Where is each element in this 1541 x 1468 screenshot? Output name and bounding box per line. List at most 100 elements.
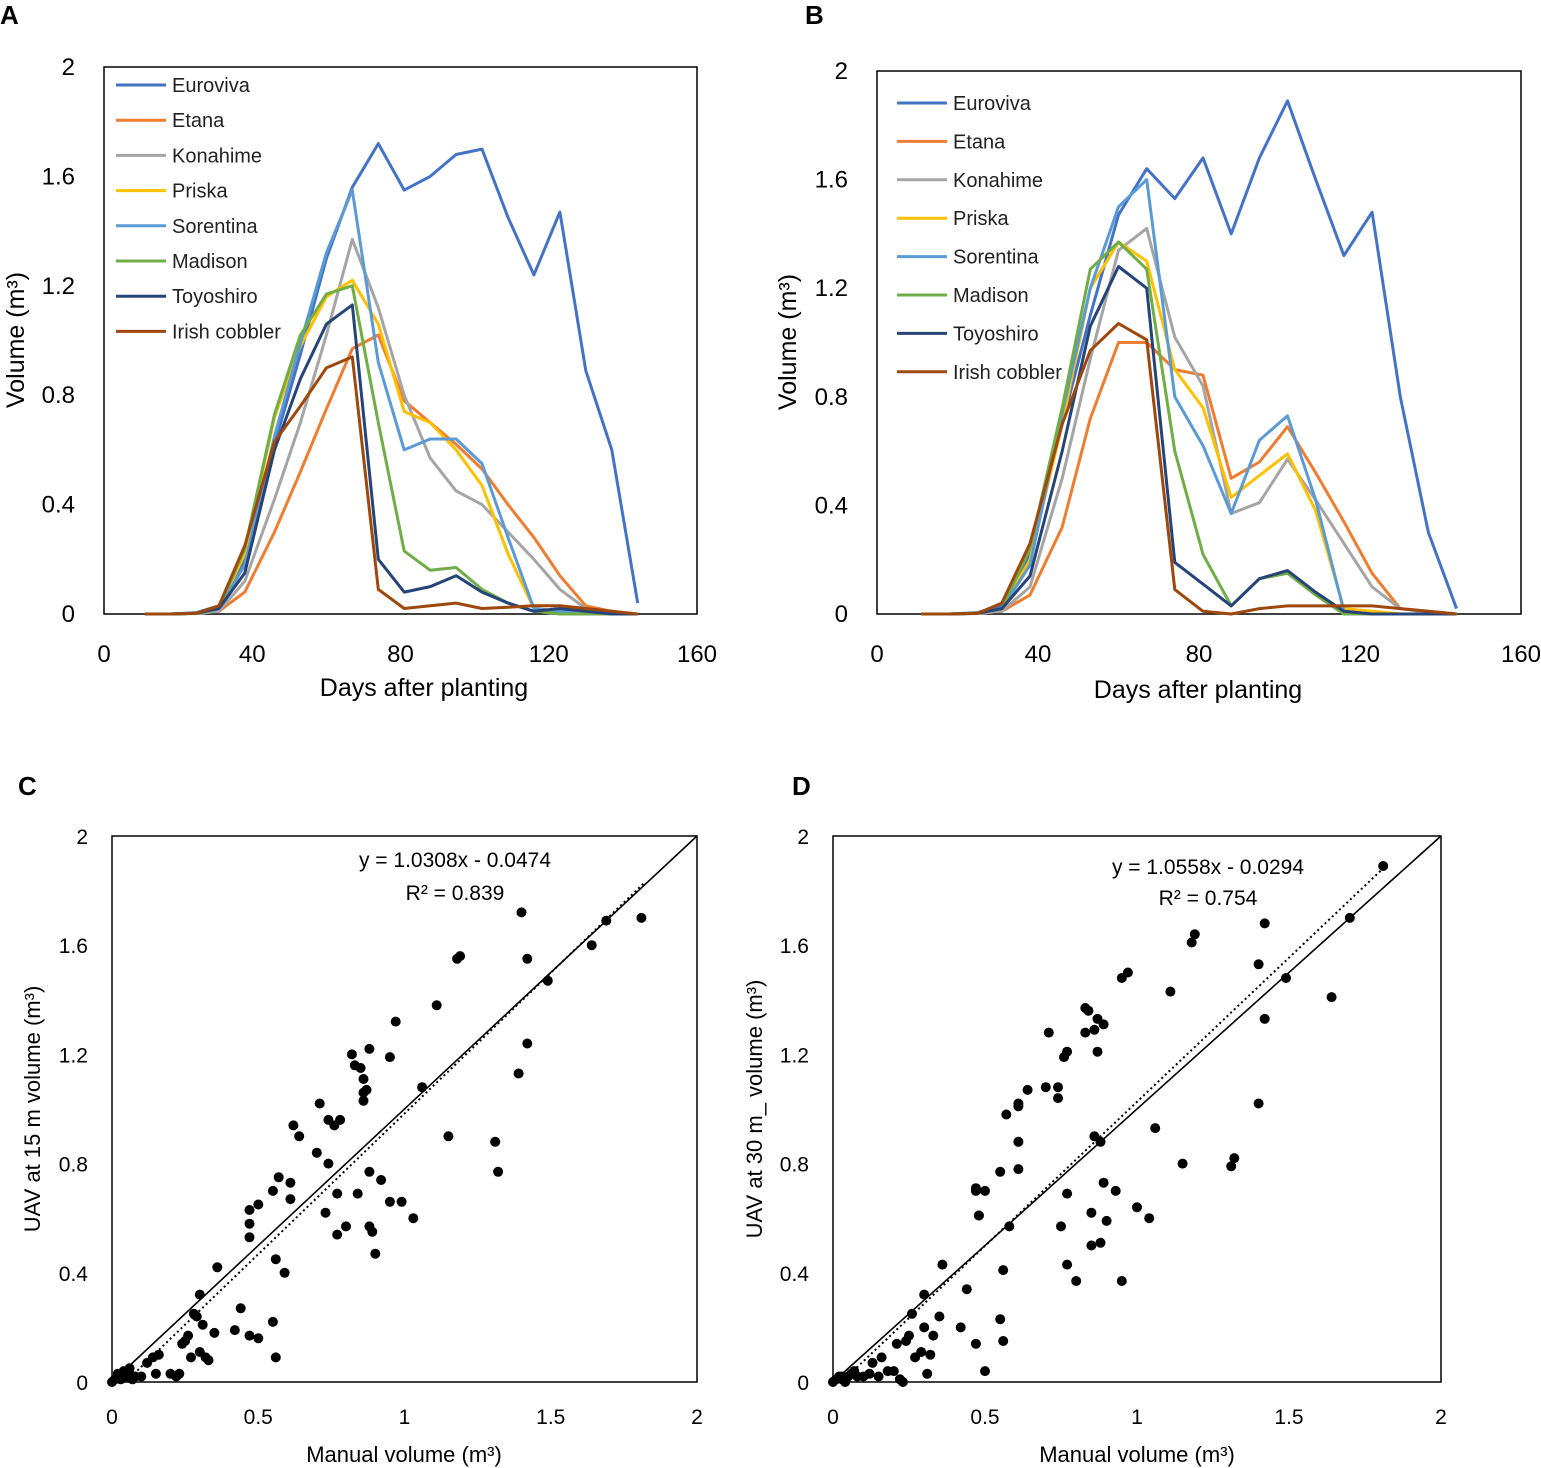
c-data-point	[267, 1316, 278, 1327]
c-data-point	[636, 912, 647, 923]
panel-d-y-axis-title: UAV at 30 m_ volume (m³)	[742, 980, 767, 1239]
d-data-point	[1101, 1215, 1112, 1226]
d-y-tick-label: 2	[797, 826, 809, 849]
d-data-point	[888, 1366, 899, 1377]
c-data-point	[267, 1185, 278, 1196]
c-data-point	[384, 1196, 395, 1207]
c-data-point	[288, 1120, 299, 1131]
panel-a: A 0 40 80 120 160 0 0.4 0.8 1.2 1.6 2 Euroviva Etan…	[0, 0, 717, 702]
d-data-point	[1043, 1027, 1054, 1038]
c-data-point	[323, 1158, 334, 1169]
panel-d-points	[828, 861, 1389, 1387]
panel-c: C 0 0.5 1 1.5 2 0 0.4 0.8 1.2 1.6 2 y = 1.0308x - …	[18, 771, 703, 1467]
c-data-point	[212, 1262, 223, 1273]
c-data-point	[183, 1330, 194, 1341]
panel-d-plot-frame	[832, 835, 1442, 1383]
d-data-point	[904, 1330, 914, 1341]
panel-b: B 0 40 80 120 160 0 0.4 0.8 1.2 1.6 2 Euroviva Etan…	[774, 0, 1541, 704]
c-data-point	[273, 1172, 284, 1183]
d-data-point	[1062, 1188, 1073, 1199]
panel-b-y-axis-title: Volume (m³)	[774, 274, 802, 410]
c-data-point	[209, 1327, 220, 1338]
d-y-tick-label: 1.6	[780, 935, 809, 958]
c-data-point	[285, 1194, 296, 1205]
c-data-point	[364, 1166, 375, 1177]
c-data-point	[355, 1063, 366, 1073]
a-y-tick-label: 1.6	[42, 163, 75, 190]
d-data-point	[1013, 1164, 1024, 1175]
d-data-point	[973, 1210, 984, 1221]
panel-a-y-axis-title: Volume (m³)	[2, 272, 30, 408]
c-data-point	[542, 975, 553, 986]
panel-a-plot-frame	[103, 66, 698, 615]
c-data-point	[346, 1049, 357, 1060]
c-data-point	[601, 915, 612, 926]
c-data-point	[516, 907, 527, 918]
b-series-toyoshiro	[921, 265, 1457, 616]
c-data-point	[244, 1218, 255, 1229]
c-data-point	[455, 951, 466, 962]
c-y-tick-label: 1.6	[59, 935, 88, 958]
c-y-tick-label: 1.2	[59, 1044, 88, 1067]
b-legend-label-madison: Madison	[953, 285, 1029, 307]
d-data-point	[1226, 1161, 1237, 1172]
c-trendline	[125, 882, 646, 1382]
d-data-point	[970, 1338, 981, 1349]
d-data-point	[1086, 1240, 1097, 1251]
b-x-tick-label: 0	[870, 641, 883, 668]
c-data-point	[174, 1368, 185, 1379]
panel-a-series-lines	[144, 142, 640, 616]
panel-d-axis-ticks: 0 0.5 1 1.5 2 0 0.4 0.8 1.2 1.6 2	[780, 826, 1447, 1429]
d-data-point	[1259, 1013, 1270, 1024]
d-x-tick-label: 0.5	[970, 1406, 999, 1429]
panel-a-axis-ticks: 0 40 80 120 160 0 0.4 0.8 1.2 1.6 2	[42, 54, 717, 668]
b-y-tick-label: 0	[835, 601, 848, 628]
c-data-point	[332, 1188, 343, 1199]
c-data-point	[203, 1355, 214, 1366]
b-legend-label-etana: Etana	[953, 131, 1006, 153]
panel-b-plot-frame	[876, 70, 1522, 615]
a-series-konahime	[144, 237, 638, 616]
d-data-point	[1281, 973, 1291, 983]
c-data-point	[396, 1196, 407, 1207]
b-x-tick-label: 40	[1025, 641, 1052, 668]
c-data-point	[358, 1095, 369, 1106]
d-one-to-one-line	[832, 835, 1442, 1383]
c-data-point	[244, 1232, 255, 1243]
d-data-point	[1071, 1276, 1082, 1286]
c-data-point	[153, 1349, 164, 1360]
d-y-tick-label: 0	[797, 1372, 809, 1395]
panel-c-letter: C	[18, 771, 37, 801]
d-data-point	[919, 1322, 930, 1333]
c-data-point	[384, 1052, 395, 1063]
a-y-tick-label: 0.4	[42, 492, 75, 519]
d-data-point	[891, 1338, 902, 1349]
panel-c-y-axis-title: UAV at 15 m volume (m³)	[20, 986, 45, 1233]
d-data-point	[925, 1349, 936, 1360]
d-data-point	[1095, 1136, 1106, 1147]
c-data-point	[244, 1205, 255, 1215]
panel-a-legend: Euroviva Etana Konahime Priska Sorentina Madi…	[116, 75, 281, 343]
d-data-point	[1116, 1276, 1127, 1286]
c-x-tick-label: 1	[399, 1406, 411, 1429]
c-data-point	[408, 1213, 419, 1224]
panel-b-x-axis-title: Days after planting	[1094, 676, 1302, 704]
b-series-irish-cobbler	[921, 322, 1457, 616]
d-data-point	[907, 1308, 917, 1319]
d-trendline	[841, 867, 1384, 1383]
d-data-point	[937, 1259, 948, 1270]
panel-c-r-squared: R² = 0.839	[406, 882, 505, 905]
c-data-point	[417, 1082, 428, 1093]
d-data-point	[897, 1377, 908, 1387]
panel-c-points	[107, 907, 647, 1387]
panel-c-x-axis-title: Manual volume (m³)	[306, 1442, 502, 1467]
a-y-tick-label: 2	[62, 54, 75, 81]
c-x-tick-label: 0.5	[244, 1406, 273, 1429]
a-x-tick-label: 160	[677, 641, 717, 668]
d-data-point	[1092, 1046, 1103, 1057]
c-data-point	[244, 1330, 255, 1341]
d-data-point	[1086, 1207, 1097, 1218]
panel-b-series-lines	[921, 99, 1459, 616]
c-y-tick-label: 0.8	[59, 1154, 88, 1177]
panel-d-x-axis-title: Manual volume (m³)	[1039, 1442, 1235, 1467]
